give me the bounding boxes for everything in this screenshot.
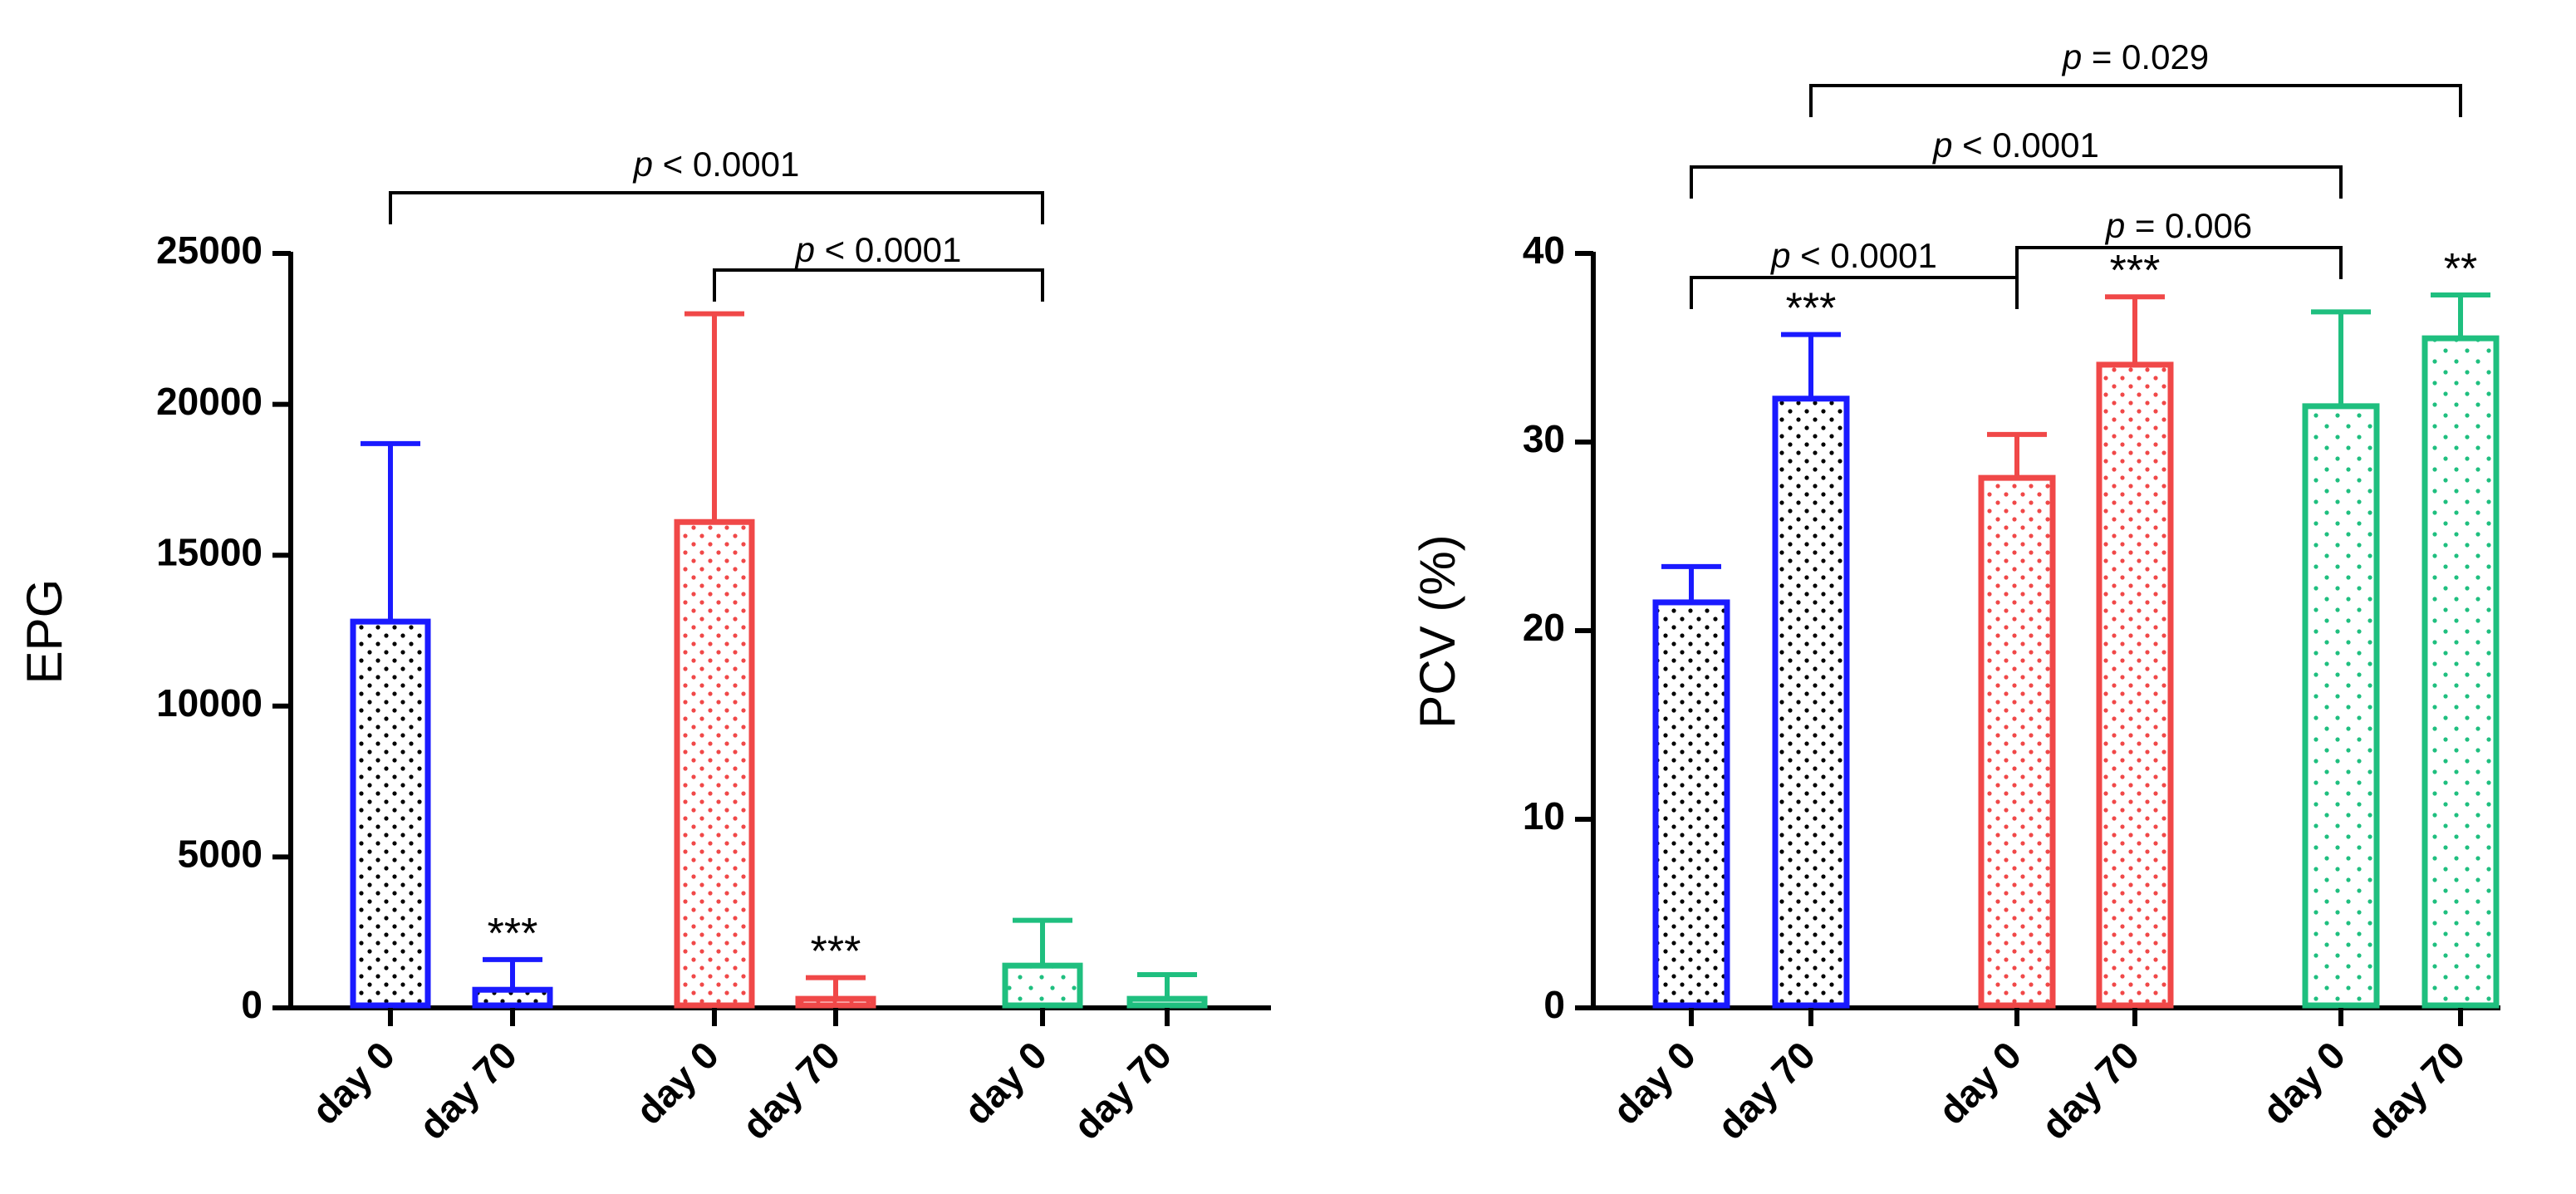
bar — [1978, 474, 2056, 1009]
comparison-bracket — [1809, 84, 2462, 117]
x-tick-label: day 70 — [2358, 1033, 2473, 1147]
comparison-bracket — [1690, 276, 2019, 309]
significance-stars: *** — [811, 928, 861, 976]
bar — [1126, 995, 1208, 1009]
significance-stars: *** — [1786, 285, 1837, 333]
x-tick-label: day 0 — [2254, 1033, 2353, 1133]
x-tick-label: day 0 — [1604, 1033, 1704, 1133]
bar — [2096, 361, 2174, 1009]
comparison-bracket — [389, 191, 1044, 224]
p-value-label: p = 0.029 — [2061, 37, 2209, 76]
y-tick-label: 10000 — [156, 681, 263, 725]
y-tick-label: 40 — [1523, 228, 1565, 272]
y-tick-label: 15000 — [156, 530, 263, 573]
p-value-label: p = 0.006 — [2104, 206, 2252, 245]
significance-stars: ** — [2444, 245, 2477, 293]
p-value-label: p < 0.0001 — [1769, 236, 1937, 275]
comparison-bracket — [2015, 246, 2343, 279]
bar — [2302, 403, 2380, 1009]
y-tick-label: 0 — [1543, 983, 1565, 1026]
y-tick-label: 20000 — [156, 380, 263, 423]
y-axis-label: EPG — [17, 579, 72, 685]
comparison-bracket — [1690, 165, 2343, 199]
p-value-label: p < 0.0001 — [1931, 125, 2099, 165]
x-tick-label: day 70 — [1709, 1033, 1823, 1147]
bar — [1772, 396, 1850, 1009]
x-tick-label: day 0 — [303, 1033, 403, 1133]
x-tick-label: day 70 — [1065, 1033, 1180, 1147]
x-tick-label: day 0 — [627, 1033, 727, 1133]
x-tick-label: day 0 — [955, 1033, 1055, 1133]
bar — [1002, 962, 1083, 1009]
y-tick-label: 30 — [1523, 417, 1565, 460]
y-tick-label: 25000 — [156, 228, 263, 272]
y-tick-label: 10 — [1523, 794, 1565, 838]
significance-stars: *** — [488, 910, 538, 958]
x-tick-label: day 0 — [1930, 1033, 2029, 1133]
bar — [1652, 599, 1730, 1009]
x-tick-label: day 70 — [2033, 1033, 2147, 1147]
y-tick-label: 5000 — [178, 833, 263, 876]
bar — [674, 518, 755, 1009]
comparison-bracket — [713, 268, 1044, 302]
p-value-label: p < 0.0001 — [794, 230, 962, 269]
bar — [350, 618, 431, 1009]
y-tick-label: 20 — [1523, 606, 1565, 649]
significance-stars: *** — [2110, 247, 2161, 295]
bar — [472, 986, 553, 1009]
bar — [795, 995, 876, 1009]
x-tick-label: day 70 — [734, 1033, 848, 1147]
bar — [2421, 335, 2500, 1009]
y-axis-label: PCV (%) — [1410, 534, 1465, 728]
x-tick-label: day 70 — [410, 1033, 525, 1147]
y-tick-label: 0 — [241, 983, 263, 1026]
p-value-label: p < 0.0001 — [632, 145, 800, 184]
